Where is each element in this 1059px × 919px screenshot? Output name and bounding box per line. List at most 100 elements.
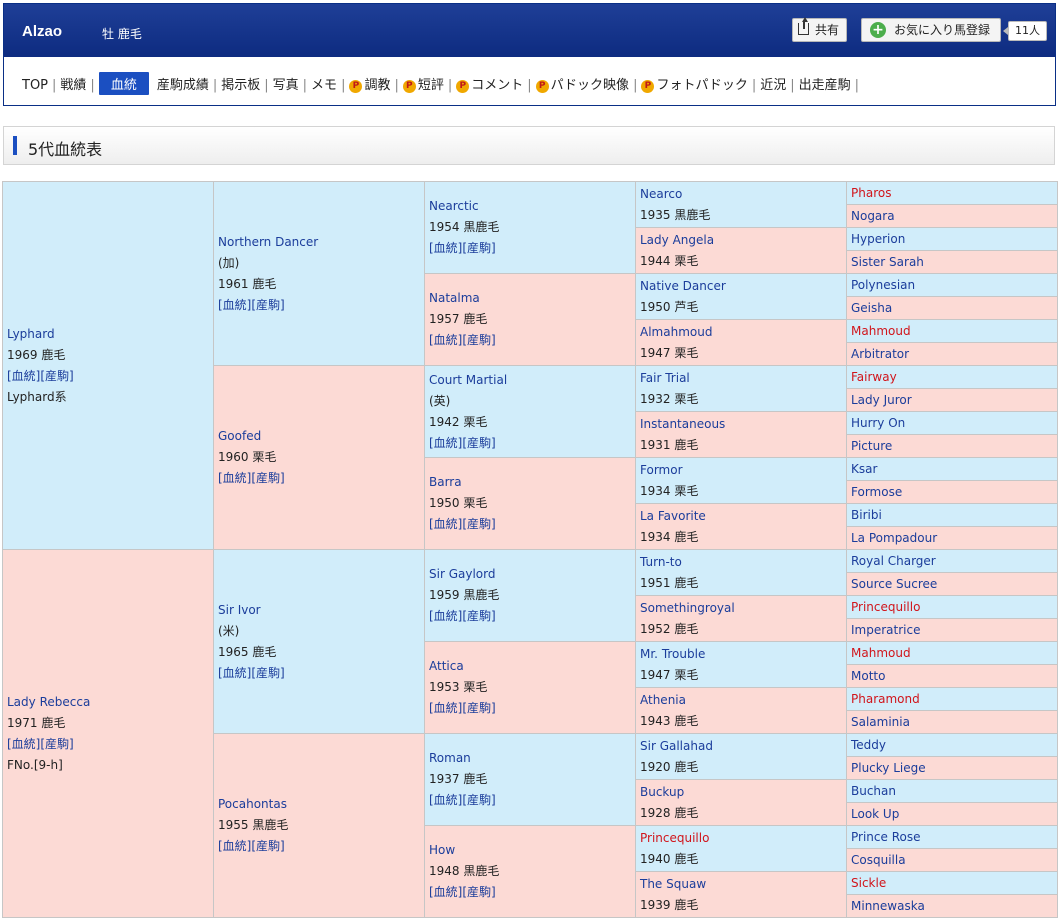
nav-item-13[interactable]: 出走産駒: [799, 74, 851, 93]
horse-name-link[interactable]: Lady Angela: [640, 232, 715, 247]
horse-name-link[interactable]: Turn-to: [640, 554, 682, 569]
horse-name-link[interactable]: Native Dancer: [640, 278, 726, 293]
horse-name-link[interactable]: Court Martial: [429, 372, 508, 387]
horse-name-link[interactable]: Imperatrice: [851, 622, 921, 637]
horse-name-link[interactable]: Minnewaska: [851, 898, 925, 913]
horse-name-link[interactable]: Lady Rebecca: [7, 694, 91, 709]
nav-item-10[interactable]: P パドック映像: [535, 74, 629, 93]
horse-name-link[interactable]: Hyperion: [851, 231, 906, 246]
add-favorite-button[interactable]: + お気に入り馬登録: [861, 18, 1001, 42]
horse-name-link[interactable]: Almahmoud: [640, 324, 713, 339]
nav-item-11[interactable]: P フォトパドック: [641, 74, 748, 93]
horse-name-link[interactable]: Somethingroyal: [640, 600, 735, 615]
horse-name-link[interactable]: Lyphard: [7, 326, 55, 341]
pedigree-link[interactable]: [血統]: [429, 241, 463, 255]
offspring-link[interactable]: [産駒]: [251, 297, 285, 312]
horse-name-link[interactable]: Cosquilla: [851, 852, 906, 867]
pedigree-link[interactable]: [血統]: [218, 839, 252, 853]
nav-item-6[interactable]: メモ: [311, 74, 337, 93]
horse-name-link[interactable]: Fairway: [851, 369, 897, 384]
horse-name-link[interactable]: Source Sucree: [851, 576, 938, 591]
nav-item-12[interactable]: 近況: [760, 74, 786, 93]
offspring-link[interactable]: [産駒]: [462, 517, 496, 531]
horse-name-link[interactable]: Sir Ivor: [218, 602, 261, 617]
pedigree-link[interactable]: [血統]: [429, 517, 463, 531]
horse-name-link[interactable]: Princequillo: [851, 599, 921, 614]
offspring-link[interactable]: [産駒]: [462, 609, 496, 623]
horse-name-link[interactable]: Sir Gaylord: [429, 567, 496, 581]
horse-name-link[interactable]: Teddy: [851, 737, 887, 752]
pedigree-link[interactable]: [血統]: [429, 701, 463, 715]
offspring-link[interactable]: [産駒]: [462, 241, 496, 255]
horse-name-link[interactable]: Formor: [640, 462, 683, 477]
horse-name-link[interactable]: Biribi: [851, 507, 882, 522]
horse-name-link[interactable]: Formose: [851, 484, 903, 499]
horse-name-link[interactable]: Goofed: [218, 429, 262, 443]
pedigree-link[interactable]: [血統]: [218, 665, 252, 680]
offspring-link[interactable]: [産駒]: [462, 435, 496, 450]
share-button[interactable]: 共有: [792, 17, 847, 42]
pedigree-link[interactable]: [血統]: [7, 368, 41, 383]
horse-name-link[interactable]: Prince Rose: [851, 829, 921, 844]
offspring-link[interactable]: [産駒]: [40, 368, 74, 383]
pedigree-link[interactable]: [血統]: [429, 609, 463, 623]
horse-name-link[interactable]: Athenia: [640, 692, 686, 707]
nav-item-1[interactable]: 戦績: [60, 74, 86, 93]
horse-name-link[interactable]: Buckup: [640, 784, 685, 799]
horse-name-link[interactable]: Mahmoud: [851, 323, 911, 338]
offspring-link[interactable]: [産駒]: [40, 736, 74, 751]
offspring-link[interactable]: [産駒]: [251, 665, 285, 680]
horse-name-link[interactable]: Buchan: [851, 783, 896, 798]
horse-name-link[interactable]: Picture: [851, 438, 893, 453]
pedigree-link[interactable]: [血統]: [429, 793, 463, 807]
horse-name-link[interactable]: Sickle: [851, 875, 887, 890]
nav-item-7[interactable]: P 調教: [349, 74, 390, 93]
horse-name-link[interactable]: Look Up: [851, 806, 900, 821]
horse-name-link[interactable]: Hurry On: [851, 415, 906, 430]
horse-name-link[interactable]: Princequillo: [640, 830, 710, 845]
horse-name-link[interactable]: Instantaneous: [640, 416, 726, 431]
horse-name-link[interactable]: Mr. Trouble: [640, 646, 706, 661]
horse-name-link[interactable]: La Favorite: [640, 508, 706, 523]
horse-name-link[interactable]: Motto: [851, 668, 886, 683]
horse-name-link[interactable]: Plucky Liege: [851, 760, 926, 775]
horse-name-link[interactable]: Salaminia: [851, 714, 910, 729]
nav-item-2[interactable]: 血統: [98, 72, 149, 95]
horse-name-link[interactable]: Pocahontas: [218, 797, 287, 811]
pedigree-link[interactable]: [血統]: [218, 297, 252, 312]
horse-name-link[interactable]: Polynesian: [851, 277, 916, 292]
horse-name-link[interactable]: Nogara: [851, 208, 895, 223]
horse-name-link[interactable]: Fair Trial: [640, 370, 690, 385]
horse-name-link[interactable]: La Pompadour: [851, 530, 938, 545]
horse-name-link[interactable]: Northern Dancer: [218, 234, 319, 249]
horse-name-link[interactable]: The Squaw: [640, 876, 707, 891]
horse-name-link[interactable]: Arbitrator: [851, 346, 910, 361]
horse-name-link[interactable]: Sir Gallahad: [640, 738, 713, 753]
horse-name-link[interactable]: How: [429, 843, 456, 857]
nav-item-0[interactable]: TOP: [22, 78, 48, 93]
horse-name-link[interactable]: Pharamond: [851, 691, 920, 706]
pedigree-link[interactable]: [血統]: [7, 736, 41, 751]
horse-name-link[interactable]: Pharos: [851, 185, 892, 200]
horse-name-link[interactable]: Nearco: [640, 186, 683, 201]
horse-name-link[interactable]: Lady Juror: [851, 392, 912, 407]
nav-item-3[interactable]: 産駒成績: [157, 74, 209, 93]
horse-name-link[interactable]: Ksar: [851, 461, 878, 476]
horse-name-link[interactable]: Attica: [429, 659, 464, 673]
horse-name-link[interactable]: Barra: [429, 475, 462, 489]
offspring-link[interactable]: [産駒]: [462, 333, 496, 347]
pedigree-link[interactable]: [血統]: [429, 885, 463, 899]
pedigree-link[interactable]: [血統]: [429, 333, 463, 347]
offspring-link[interactable]: [産駒]: [462, 701, 496, 715]
nav-item-5[interactable]: 写真: [273, 74, 299, 93]
horse-name-link[interactable]: Geisha: [851, 300, 893, 315]
offspring-link[interactable]: [産駒]: [462, 793, 496, 807]
nav-item-8[interactable]: P 短評: [402, 74, 444, 93]
horse-name-link[interactable]: Royal Charger: [851, 553, 936, 568]
horse-name-link[interactable]: Roman: [429, 751, 471, 765]
nav-item-9[interactable]: P コメント: [456, 74, 523, 93]
pedigree-link[interactable]: [血統]: [218, 471, 252, 485]
offspring-link[interactable]: [産駒]: [462, 885, 496, 899]
pedigree-link[interactable]: [血統]: [429, 435, 463, 450]
nav-item-4[interactable]: 掲示板: [221, 74, 260, 93]
